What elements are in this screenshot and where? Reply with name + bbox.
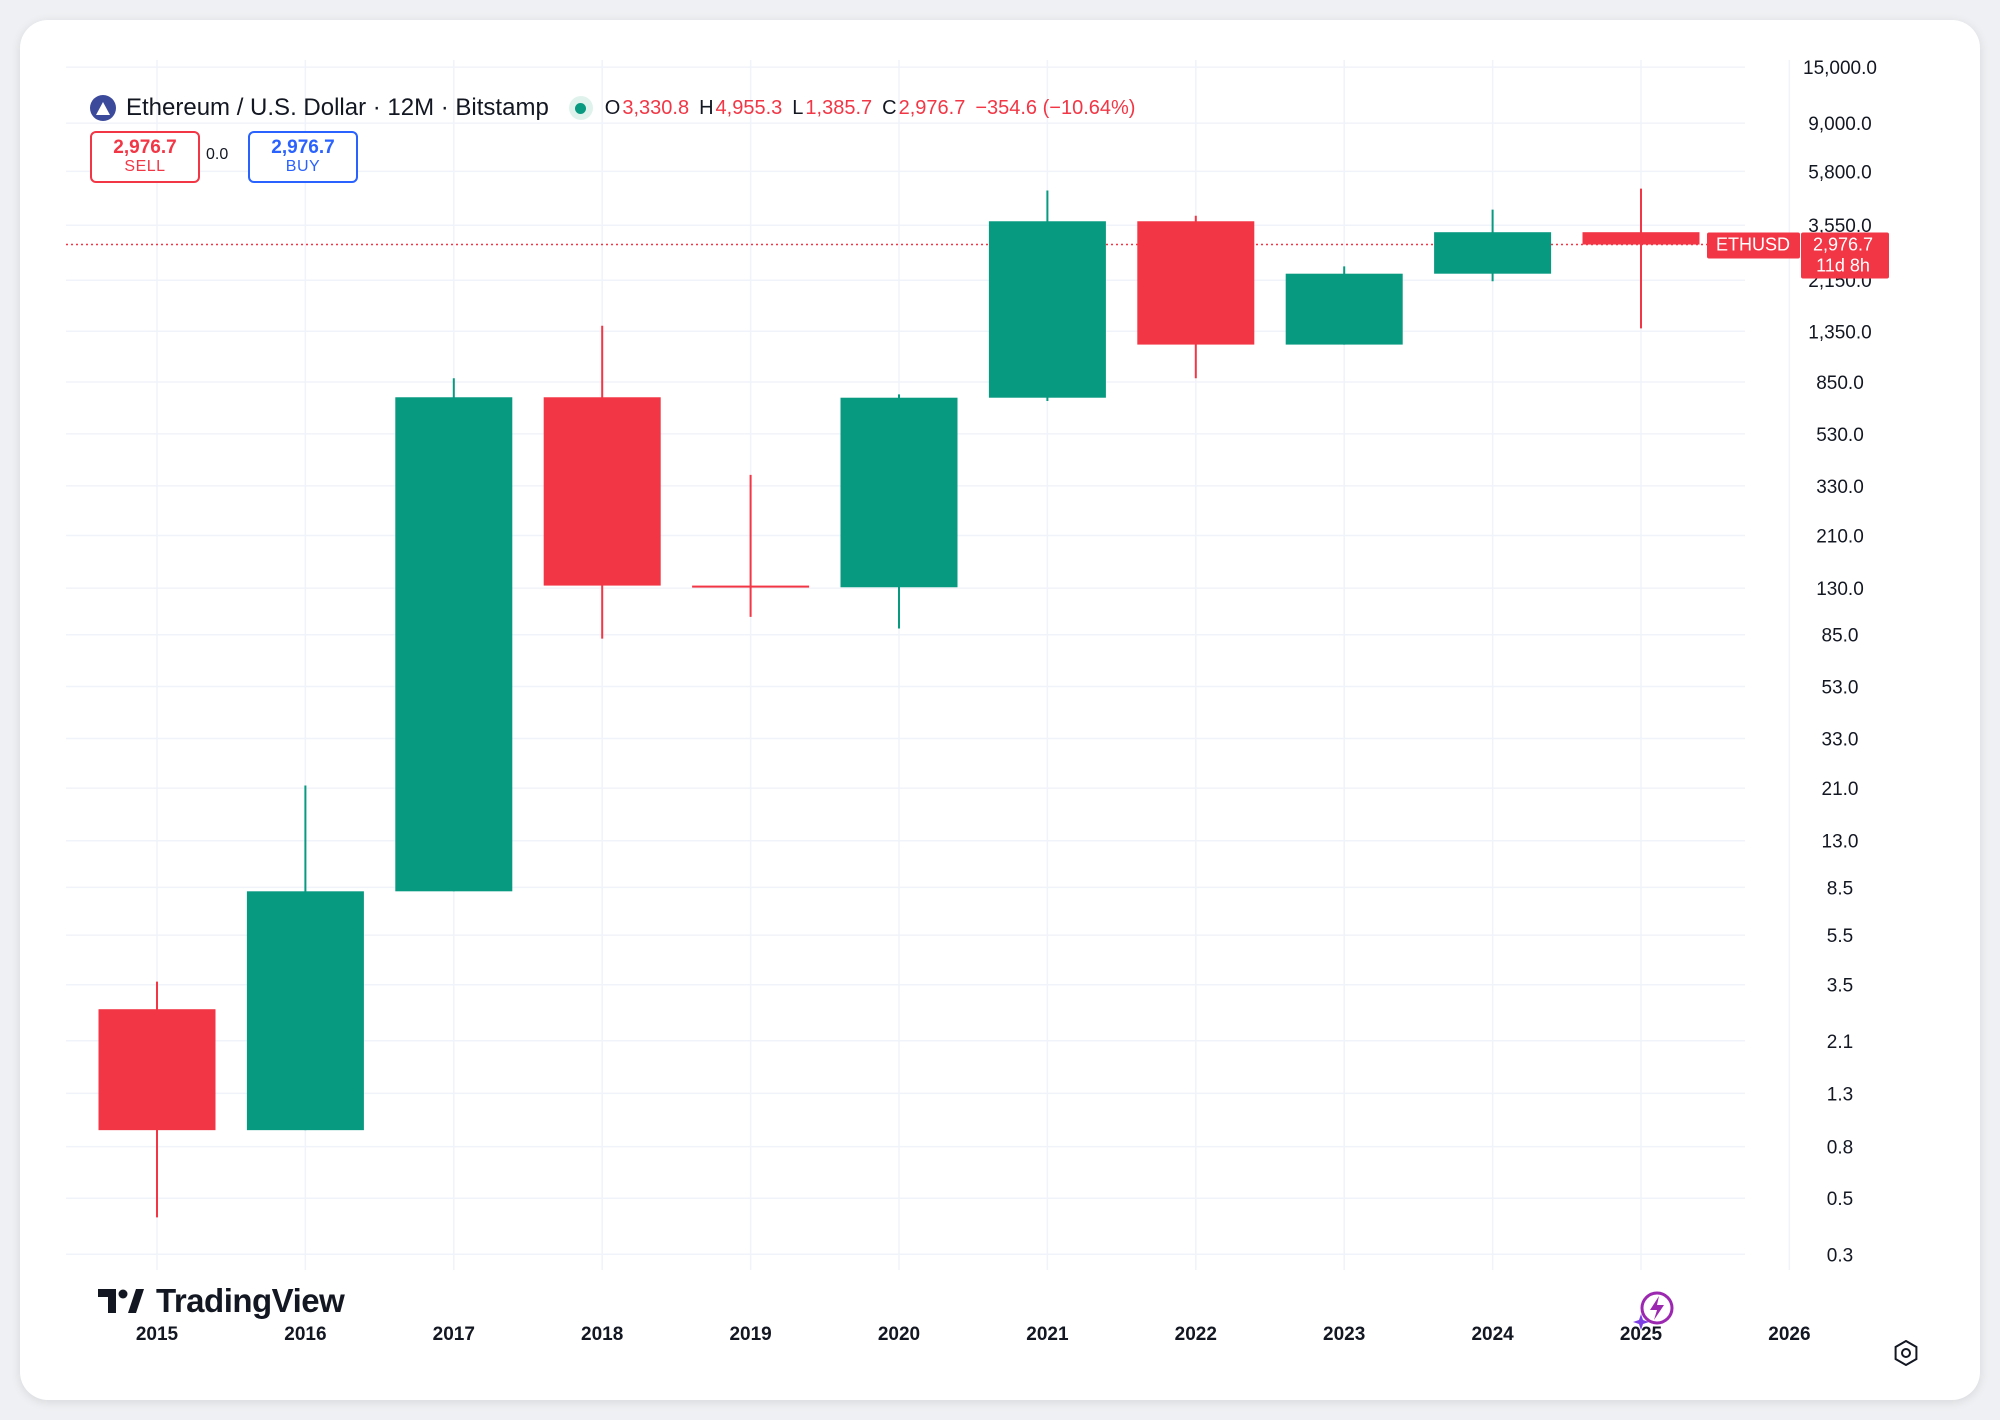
open-label: O	[604, 96, 621, 119]
y-tick-label: 530.0	[1816, 425, 1864, 446]
candle-body	[840, 397, 958, 588]
chart-card: 0.3 0.5 0.8 1.3 2.1 3.5 5.5 8.5 13.0 21.0 33.0 53.0…	[20, 20, 1980, 1400]
symbol-title[interactable]: Ethereum / U.S. Dollar · 12M · Bitstamp	[126, 94, 549, 121]
y-tick-label: 5,800.0	[1808, 162, 1871, 183]
y-tick-label: 21.0	[1822, 779, 1859, 800]
candle-2018[interactable]	[543, 325, 661, 639]
y-tick-label: 1.3	[1827, 1084, 1853, 1105]
price-tag-countdown: 11d 8h	[1816, 256, 1870, 276]
x-tick-label: 2021	[1026, 1324, 1069, 1345]
y-tick-label: 9,000.0	[1808, 114, 1871, 135]
candle-body	[1285, 273, 1403, 345]
sell-label: SELL	[124, 158, 166, 175]
close-label: C	[882, 96, 897, 119]
buy-label: BUY	[285, 158, 321, 175]
y-tick-label: 850.0	[1816, 373, 1864, 394]
price-tag-symbol: ETHUSD	[1716, 235, 1790, 255]
y-tick-label: 0.5	[1827, 1189, 1853, 1210]
y-tick-label: 33.0	[1822, 730, 1859, 751]
y-tick-label: 8.5	[1827, 878, 1853, 899]
ethereum-icon	[90, 95, 116, 121]
tradingview-logo[interactable]: TradingView	[98, 1282, 345, 1320]
x-tick-label: 2026	[1768, 1324, 1810, 1345]
candle-body	[98, 1009, 216, 1131]
x-tick-label: 2017	[433, 1324, 475, 1345]
price-tag: ETHUSD 2,976.7 11d 8h	[1707, 232, 1889, 279]
gear-icon[interactable]	[1893, 1340, 1919, 1366]
sell-button[interactable]: 2,976.7 SELL	[90, 131, 200, 183]
y-tick-label: 0.8	[1827, 1138, 1853, 1159]
x-tick-label: 2025	[1620, 1324, 1663, 1345]
y-tick-label: 210.0	[1816, 526, 1864, 547]
close-value: 2,976.7	[898, 96, 966, 119]
candle-body	[1434, 232, 1552, 274]
candle-2016[interactable]	[246, 785, 364, 1131]
y-tick-label: 15,000.0	[1803, 58, 1877, 79]
candle-2024[interactable]	[1434, 209, 1552, 282]
price-tag-value-bg	[1801, 232, 1889, 279]
market-status-icon[interactable]	[568, 96, 593, 120]
y-tick-label: 3.5	[1827, 976, 1853, 997]
candle-body	[692, 585, 810, 588]
candle-2021[interactable]	[988, 190, 1106, 402]
x-tick-label: 2018	[581, 1324, 623, 1345]
candle-2022[interactable]	[1137, 215, 1255, 379]
x-tick-label: 2024	[1471, 1324, 1514, 1345]
price-tag-value: 2,976.7	[1813, 235, 1873, 255]
candle-body	[395, 397, 513, 892]
candle-body	[1137, 221, 1255, 345]
y-tick-label: 0.3	[1827, 1245, 1853, 1266]
candle-2019[interactable]	[692, 474, 810, 617]
candle-body	[988, 221, 1106, 398]
spread-value: 0.0	[206, 146, 229, 163]
high-label: H	[699, 96, 714, 119]
buy-price: 2,976.7	[271, 137, 335, 158]
sell-price: 2,976.7	[113, 137, 177, 158]
y-tick-label: 13.0	[1822, 832, 1859, 853]
candle-body	[246, 891, 364, 1131]
brand-name: TradingView	[156, 1282, 345, 1319]
y-tick-label: 2.1	[1827, 1032, 1853, 1053]
x-tick-label: 2015	[136, 1324, 179, 1345]
candle-body	[543, 397, 661, 586]
ohlc-legend: O 3,330.8 H 4,955.3 L 1,385.7 C 2,976.7 −354…	[605, 97, 1136, 120]
candle-2020[interactable]	[840, 394, 958, 629]
candle-2017[interactable]	[395, 378, 513, 892]
candle-2015[interactable]	[98, 981, 216, 1218]
tradingview-logo-icon	[98, 1289, 144, 1313]
candlestick-chart[interactable]: 0.3 0.5 0.8 1.3 2.1 3.5 5.5 8.5 13.0 21.0 33.0 53.0…	[20, 20, 1980, 1400]
buy-button[interactable]: 2,976.7 BUY	[248, 131, 358, 183]
y-tick-label: 1,350.0	[1808, 322, 1871, 343]
candle-2025[interactable]	[1582, 188, 1700, 329]
high-value: 4,955.3	[715, 96, 783, 119]
y-tick-label: 53.0	[1822, 678, 1859, 699]
x-tick-label: 2023	[1323, 1324, 1365, 1345]
sparkle-bolt-icon[interactable]	[1633, 1290, 1677, 1330]
price-tag-symbol-bg	[1707, 232, 1800, 259]
x-tick-label: 2019	[729, 1324, 771, 1345]
candle-body	[1582, 232, 1700, 245]
candle-2023[interactable]	[1285, 266, 1403, 345]
y-tick-label: 3,550.0	[1808, 216, 1871, 237]
x-tick-label: 2020	[878, 1324, 920, 1345]
chart-header: Ethereum / U.S. Dollar · 12M · Bitstamp …	[90, 90, 1135, 126]
open-value: 3,330.8	[622, 96, 690, 119]
low-value: 1,385.7	[805, 96, 873, 119]
change-value: −354.6 (−10.64%)	[975, 96, 1136, 119]
low-label: L	[792, 96, 804, 119]
y-tick-label: 330.0	[1816, 477, 1864, 498]
x-tick-label: 2022	[1175, 1324, 1217, 1345]
y-tick-label: 5.5	[1827, 926, 1853, 947]
y-tick-label: 130.0	[1816, 579, 1864, 600]
y-tick-label: 85.0	[1822, 626, 1859, 647]
x-tick-label: 2016	[284, 1324, 326, 1345]
